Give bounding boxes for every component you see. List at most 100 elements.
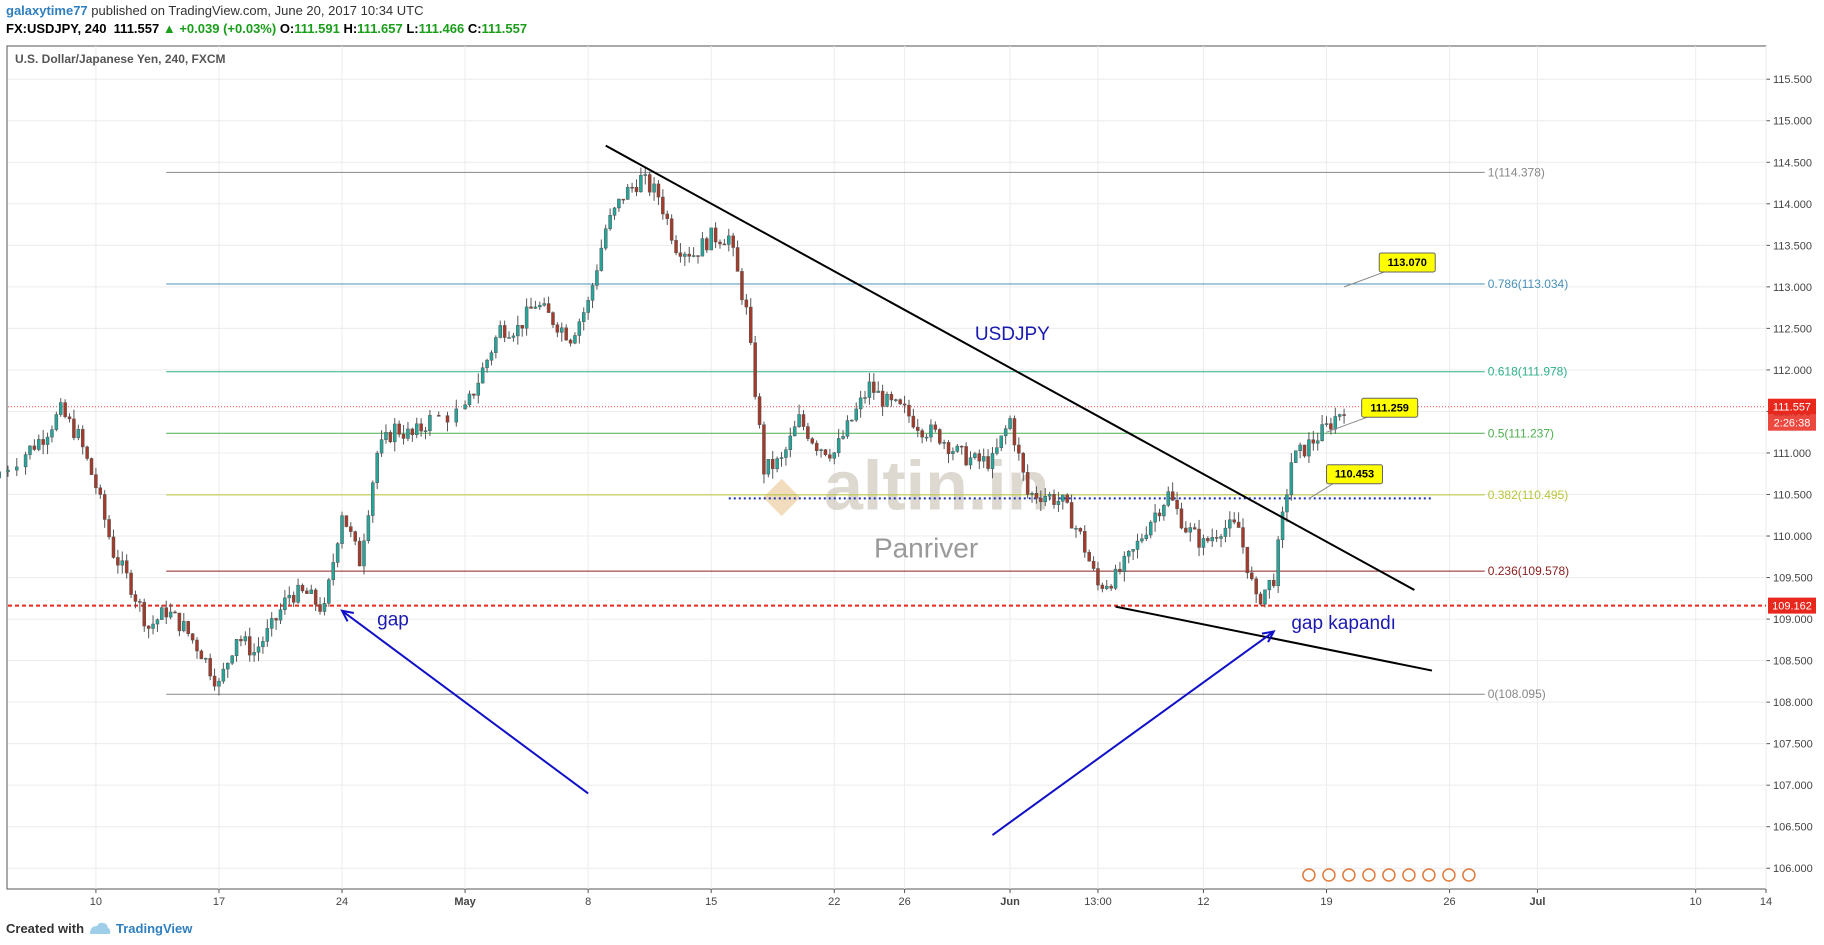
candle-up — [1140, 538, 1144, 542]
candle-down — [665, 213, 669, 220]
event-icon — [1422, 868, 1436, 882]
candle-up — [234, 639, 239, 657]
ohlc-line: FX:USDJPY, 240 111.557 ▲ +0.039 (+0.03%)… — [6, 21, 527, 36]
candle-up — [37, 439, 41, 450]
candle-down — [239, 639, 243, 642]
candle-up — [1166, 491, 1171, 506]
candle-up — [599, 247, 604, 271]
arrow-head-icon — [1261, 630, 1276, 643]
candle-down — [1052, 494, 1056, 505]
symbol-label: FX:USDJPY, 240 — [6, 21, 107, 36]
y-tick-label: 111.000 — [1773, 448, 1811, 460]
low-label: L: — [406, 21, 419, 36]
candle-down — [678, 252, 683, 257]
candle-down — [1232, 519, 1236, 523]
candle-down — [806, 426, 810, 439]
candle-up — [1289, 462, 1294, 496]
username-link[interactable]: galaxytime77 — [6, 3, 88, 18]
candle-down — [1250, 572, 1254, 580]
candle-down — [111, 536, 116, 558]
candle-down — [937, 429, 942, 444]
candle-up — [476, 382, 481, 396]
candle-down — [568, 339, 573, 344]
candle-up — [1148, 521, 1153, 536]
candle-up — [1276, 539, 1280, 587]
candle-down — [344, 515, 349, 527]
candle-up — [955, 445, 960, 452]
event-icon — [1302, 868, 1316, 882]
candle-up — [160, 607, 164, 620]
candle-down — [920, 430, 924, 438]
candle-down — [94, 474, 98, 489]
candle-down — [1100, 584, 1105, 589]
candle-down — [80, 429, 85, 448]
chart-title: U.S. Dollar/Japanese Yen, 240, FXCM — [15, 52, 226, 66]
candle-down — [1025, 472, 1030, 495]
candle-up — [929, 424, 933, 438]
candle-down — [102, 494, 107, 520]
callout-label: 113.070 — [1388, 257, 1427, 269]
candle-down — [828, 454, 832, 459]
candle-up — [322, 603, 327, 612]
candle-up — [182, 621, 186, 632]
candle-up — [265, 628, 270, 642]
price-chart[interactable]: 106.000 106.500 107.000 107.500 108.000 108.5… — [0, 42, 1824, 912]
y-tick-label: 115.000 — [1773, 116, 1812, 128]
candle-up — [639, 174, 643, 193]
candle-down — [740, 271, 744, 301]
candle-up — [507, 337, 511, 339]
candle-up — [393, 423, 397, 443]
candle-down — [177, 612, 182, 632]
candle-down — [1311, 439, 1316, 444]
candle-down — [1157, 512, 1162, 517]
gap-closed-annotation: gap kapandı — [1291, 613, 1396, 634]
callout-box — [1378, 252, 1436, 273]
candle-down — [674, 240, 678, 254]
x-tick-label: 10 — [1690, 896, 1702, 908]
candle-up — [423, 430, 428, 433]
y-tick-label: 106.500 — [1773, 822, 1813, 834]
candle-up — [876, 390, 880, 393]
candle-up — [511, 335, 516, 338]
candle-up — [590, 285, 595, 301]
candle-up — [652, 183, 656, 193]
candle-up — [1188, 527, 1193, 533]
arrow-line — [341, 609, 589, 795]
candle-up — [463, 404, 467, 410]
candle-down — [1272, 579, 1276, 587]
candle-down — [713, 227, 718, 243]
candle-up — [867, 381, 872, 398]
candle-up — [23, 454, 28, 468]
candle-up — [981, 456, 986, 462]
candle-up — [999, 435, 1004, 448]
candle-down — [1118, 568, 1122, 573]
candle-down — [1039, 498, 1043, 503]
tradingview-logo-icon[interactable] — [88, 920, 112, 936]
candle-up — [1333, 416, 1338, 430]
candle-up — [226, 662, 230, 670]
tradingview-brand[interactable]: TradingView — [116, 921, 193, 936]
candle-down — [85, 446, 89, 459]
candle-down — [933, 424, 938, 430]
candle-up — [379, 439, 384, 454]
candle-down — [880, 390, 885, 407]
candle-down — [313, 589, 318, 605]
callout-pointer — [1308, 482, 1335, 500]
candle-up — [766, 459, 771, 475]
fib-level-label: 0.786(113.034) — [1488, 277, 1569, 291]
event-icon — [1342, 868, 1356, 882]
candle-up — [489, 352, 494, 361]
candle-down — [907, 404, 911, 417]
candle-up — [278, 609, 283, 621]
change-value: ▲ +0.039 (+0.03%) — [162, 21, 277, 36]
fib-level-label: 0.236(109.578) — [1488, 564, 1569, 578]
candle-down — [1087, 552, 1091, 562]
fib-level-label: 1(114.378) — [1488, 165, 1545, 179]
candle-up — [924, 436, 929, 439]
y-tick-label: 114.500 — [1773, 157, 1812, 169]
candle-down — [959, 445, 964, 448]
candle-up — [779, 457, 784, 459]
candle-down — [647, 174, 652, 193]
candle-up — [1263, 589, 1267, 605]
candle-up — [581, 312, 586, 322]
